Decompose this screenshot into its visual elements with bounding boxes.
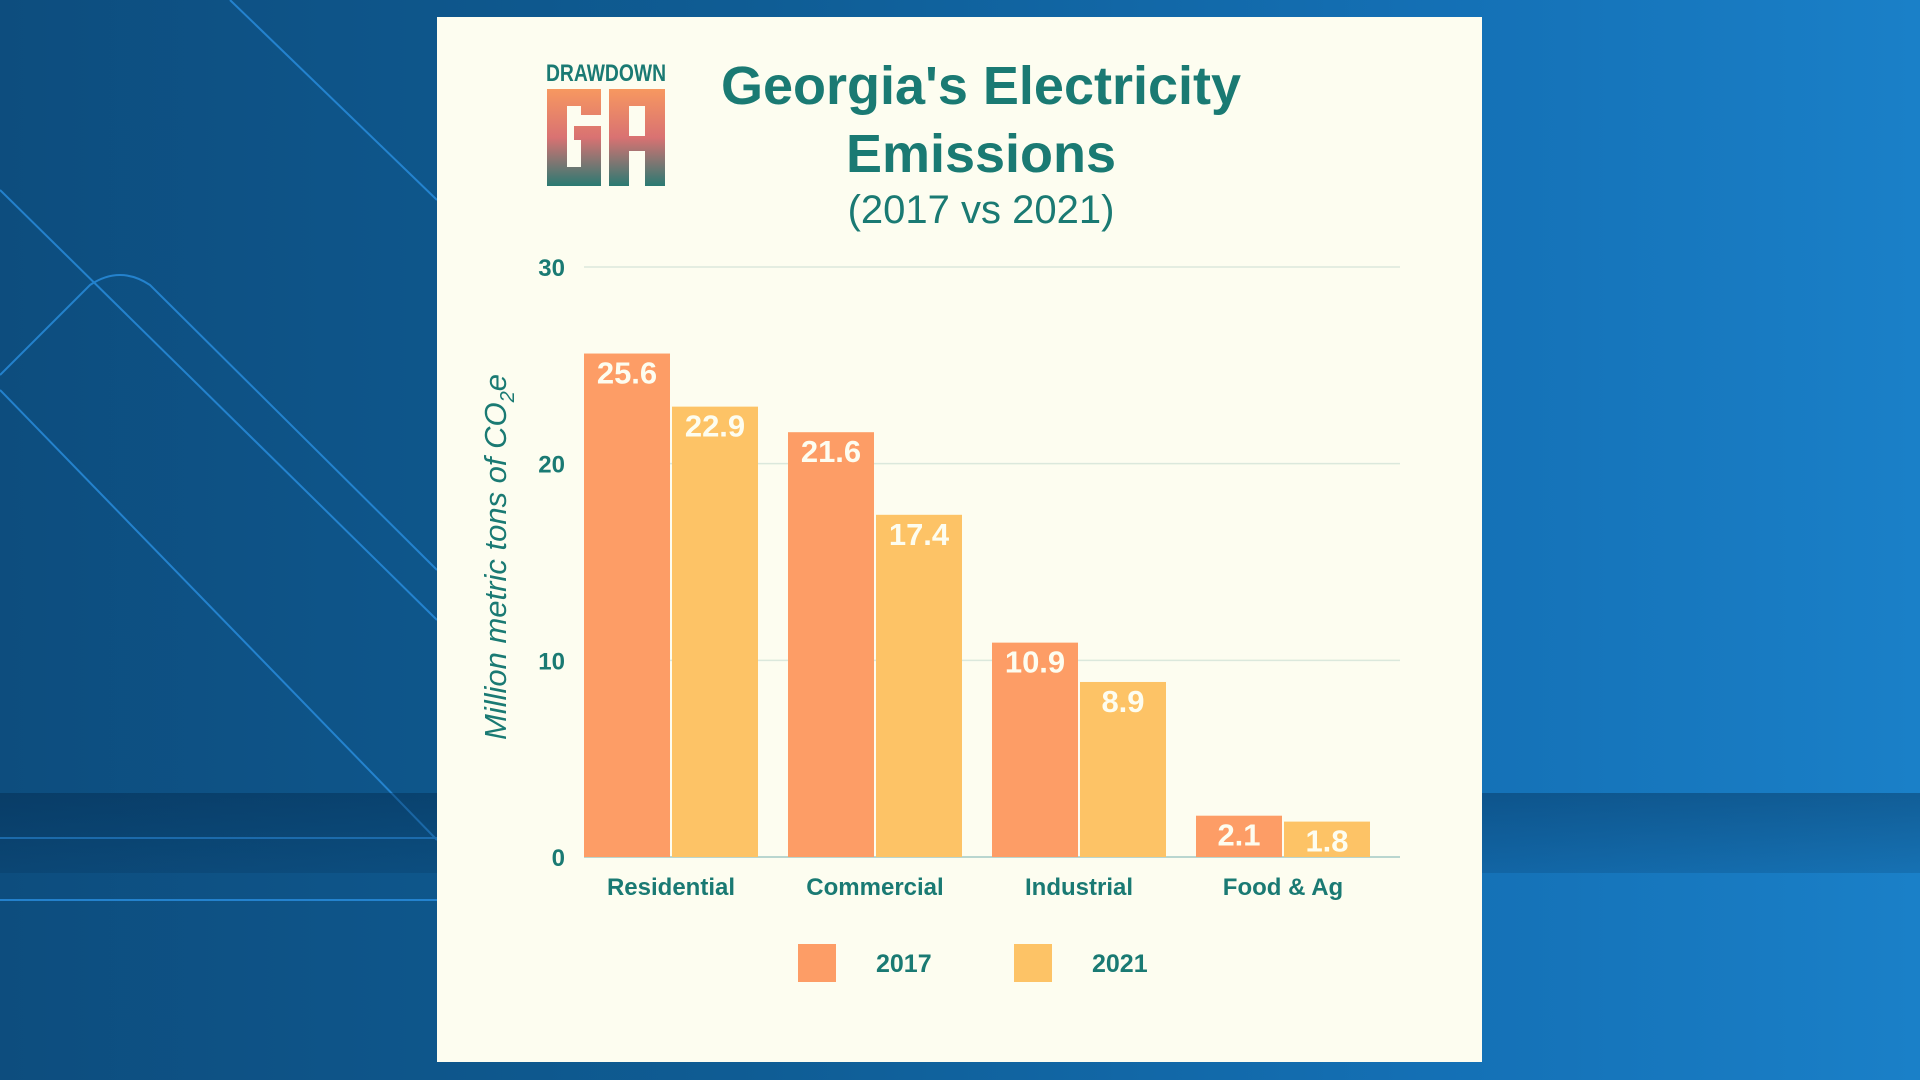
bar-2021-3 bbox=[1284, 821, 1370, 857]
legend-swatch-2017 bbox=[798, 944, 836, 982]
y-axis-label: Million metric tons of CO2e bbox=[478, 374, 519, 740]
data-label: 17.4 bbox=[889, 517, 950, 552]
data-label: 8.9 bbox=[1101, 684, 1144, 719]
x-tick-label: Residential bbox=[607, 874, 735, 901]
x-tick-label: Food & Ag bbox=[1223, 874, 1343, 901]
y-tick-label: 20 bbox=[538, 452, 565, 479]
logo-text-top: DRAWDOWN bbox=[546, 60, 666, 87]
data-label: 25.6 bbox=[597, 356, 657, 391]
x-tick-label: Commercial bbox=[806, 874, 943, 901]
data-label: 22.9 bbox=[685, 409, 745, 444]
x-tick-label: Industrial bbox=[1025, 874, 1133, 901]
legend-label-2017: 2017 bbox=[876, 950, 932, 978]
y-tick-label: 30 bbox=[538, 255, 565, 282]
chart-title: Georgia's Electricity Emissions bbox=[720, 56, 1242, 184]
y-tick-label: 10 bbox=[538, 648, 565, 675]
bar-2017-2 bbox=[992, 642, 1078, 857]
legend-swatch-2021 bbox=[1014, 944, 1052, 982]
data-label: 10.9 bbox=[1005, 645, 1065, 680]
bar-2021-1 bbox=[876, 514, 962, 857]
bar-2017-1 bbox=[788, 432, 874, 857]
data-label: 2.1 bbox=[1217, 818, 1260, 853]
y-tick-label: 0 bbox=[552, 845, 565, 872]
data-label: 21.6 bbox=[801, 434, 861, 469]
drawdown-ga-logo: DRAWDOWN bbox=[546, 60, 666, 186]
bar-2021-0 bbox=[672, 406, 758, 857]
bar-2017-0 bbox=[584, 353, 670, 857]
chart-subtitle: (2017 vs 2021) bbox=[847, 188, 1115, 232]
bar-2021-2 bbox=[1080, 681, 1166, 857]
data-label: 1.8 bbox=[1305, 824, 1348, 859]
legend-label-2021: 2021 bbox=[1092, 950, 1148, 978]
logo-ga-letters bbox=[547, 89, 665, 186]
bar-2017-3 bbox=[1196, 815, 1282, 857]
